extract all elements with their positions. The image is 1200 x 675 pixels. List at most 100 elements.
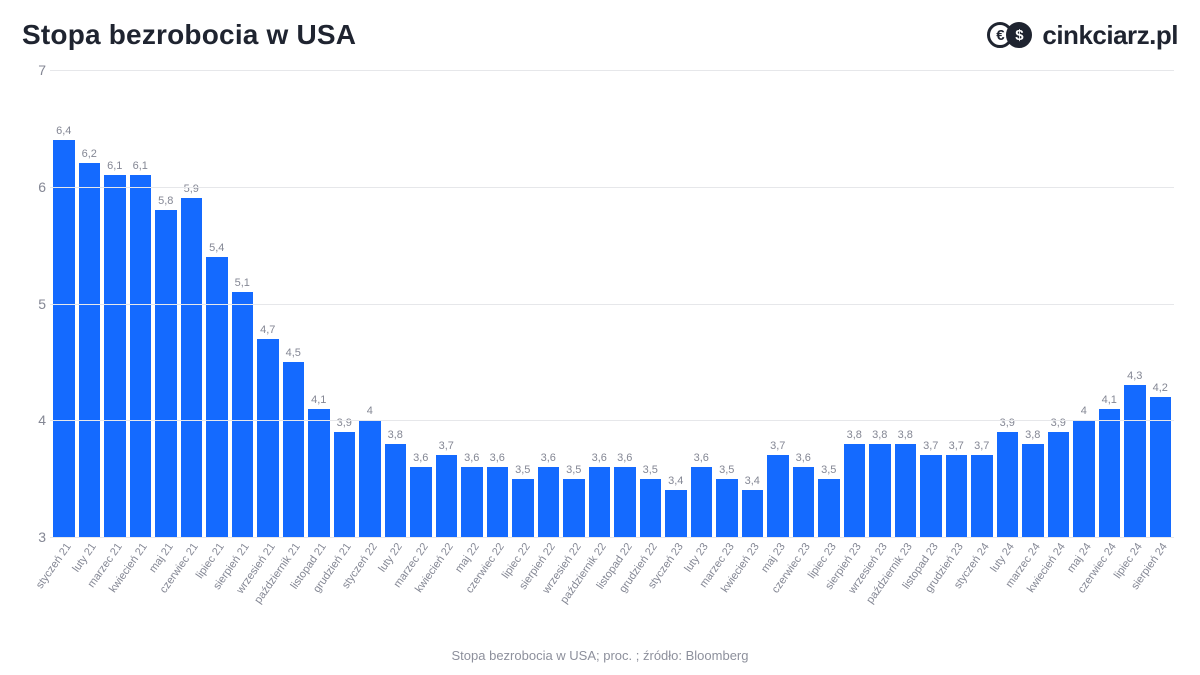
bar	[920, 455, 942, 537]
y-axis-tick: 6	[24, 179, 46, 195]
bar-value-label: 3,6	[592, 452, 607, 464]
bar-value-label: 3,4	[745, 475, 760, 487]
bar-value-label: 4,3	[1127, 370, 1142, 382]
bar	[385, 444, 407, 537]
bar	[971, 455, 993, 537]
bar-value-label: 4	[367, 405, 373, 417]
bar-value-label: 3,8	[898, 429, 913, 441]
x-axis-tick: styczeń 21	[34, 541, 74, 591]
bar-value-label: 3,7	[439, 440, 454, 452]
gridline	[50, 70, 1174, 71]
bar-value-label: 3,7	[949, 440, 964, 452]
bar-value-label: 3,6	[694, 452, 709, 464]
bar-value-label: 4,7	[260, 324, 275, 336]
bar	[767, 455, 789, 537]
brand-icons: € $	[987, 22, 1032, 48]
bar	[512, 479, 534, 537]
bar	[283, 362, 305, 537]
bar	[53, 140, 75, 537]
x-label-slot: sierpień 24	[1150, 537, 1172, 637]
gridline	[50, 420, 1174, 421]
bar-value-label: 3,7	[974, 440, 989, 452]
bar	[359, 420, 381, 537]
bar-value-label: 3,7	[770, 440, 785, 452]
bar-value-label: 3,8	[847, 429, 862, 441]
x-label-slot: kwiecień 22	[436, 537, 458, 637]
chart-title: Stopa bezrobocia w USA	[22, 19, 356, 51]
bar-value-label: 3,9	[337, 417, 352, 429]
bar	[742, 490, 764, 537]
y-axis-tick: 4	[24, 412, 46, 428]
bar	[1048, 432, 1070, 537]
bar	[640, 479, 662, 537]
bar-value-label: 3,5	[515, 464, 530, 476]
y-axis-tick: 7	[24, 62, 46, 78]
bar	[691, 467, 713, 537]
brand: € $ cinkciarz.pl	[987, 20, 1178, 51]
bar	[946, 455, 968, 537]
x-axis-labels: styczeń 21luty 21marzec 21kwiecień 21maj…	[50, 537, 1174, 637]
bar	[895, 444, 917, 537]
x-label-slot: kwiecień 21	[130, 537, 152, 637]
bar-value-label: 3,4	[668, 475, 683, 487]
bar	[155, 210, 177, 537]
bar	[79, 163, 101, 537]
bar-value-label: 4,5	[286, 347, 301, 359]
chart-container: Stopa bezrobocia w USA € $ cinkciarz.pl …	[0, 0, 1200, 675]
bar	[334, 432, 356, 537]
bar-value-label: 5,4	[209, 242, 224, 254]
bar-value-label: 3,8	[872, 429, 887, 441]
bar	[563, 479, 585, 537]
bar	[793, 467, 815, 537]
bar	[104, 175, 126, 537]
bar-value-label: 5,9	[184, 183, 199, 195]
bar	[308, 409, 330, 537]
x-label-slot: kwiecień 24	[1048, 537, 1070, 637]
bar	[869, 444, 891, 537]
bar	[844, 444, 866, 537]
bar	[1073, 420, 1095, 537]
bar	[410, 467, 432, 537]
gridline	[50, 304, 1174, 305]
plot-area: 6,46,26,16,15,85,95,45,14,74,54,13,943,8…	[50, 70, 1174, 537]
bar-value-label: 5,1	[235, 277, 250, 289]
bar-value-label: 4,1	[1102, 394, 1117, 406]
bar	[130, 175, 152, 537]
bar-value-label: 3,8	[388, 429, 403, 441]
bar	[232, 292, 254, 537]
chart-area: 6,46,26,16,15,85,95,45,14,74,54,13,943,8…	[22, 70, 1178, 637]
bar	[665, 490, 687, 537]
bar	[997, 432, 1019, 537]
x-label-slot: styczeń 21	[53, 537, 75, 637]
x-label-slot: styczeń 24	[971, 537, 993, 637]
x-label-slot: czerwiec 22	[487, 537, 509, 637]
bar	[716, 479, 738, 537]
bar	[614, 467, 636, 537]
bar	[181, 198, 203, 537]
bar-value-label: 3,6	[541, 452, 556, 464]
bar-value-label: 3,6	[464, 452, 479, 464]
brand-name: cinkciarz.pl	[1042, 20, 1178, 51]
x-label-slot: styczeń 23	[665, 537, 687, 637]
bar-value-label: 3,6	[617, 452, 632, 464]
bar-value-label: 6,2	[82, 148, 97, 160]
bar-value-label: 6,1	[133, 160, 148, 172]
bar	[436, 455, 458, 537]
bar-value-label: 3,5	[643, 464, 658, 476]
bar-value-label: 3,6	[413, 452, 428, 464]
bar	[1124, 385, 1146, 537]
bar-value-label: 3,8	[1025, 429, 1040, 441]
bar-value-label: 4,2	[1153, 382, 1168, 394]
bar-value-label: 3,7	[923, 440, 938, 452]
header: Stopa bezrobocia w USA € $ cinkciarz.pl	[22, 14, 1178, 56]
bar-value-label: 6,4	[56, 125, 71, 137]
gridline	[50, 187, 1174, 188]
bar	[589, 467, 611, 537]
x-label-slot: czerwiec 21	[181, 537, 203, 637]
bar	[487, 467, 509, 537]
bar	[1099, 409, 1121, 537]
bar-value-label: 3,5	[566, 464, 581, 476]
bar-value-label: 5,8	[158, 195, 173, 207]
bar	[1022, 444, 1044, 537]
x-label-slot: czerwiec 23	[793, 537, 815, 637]
